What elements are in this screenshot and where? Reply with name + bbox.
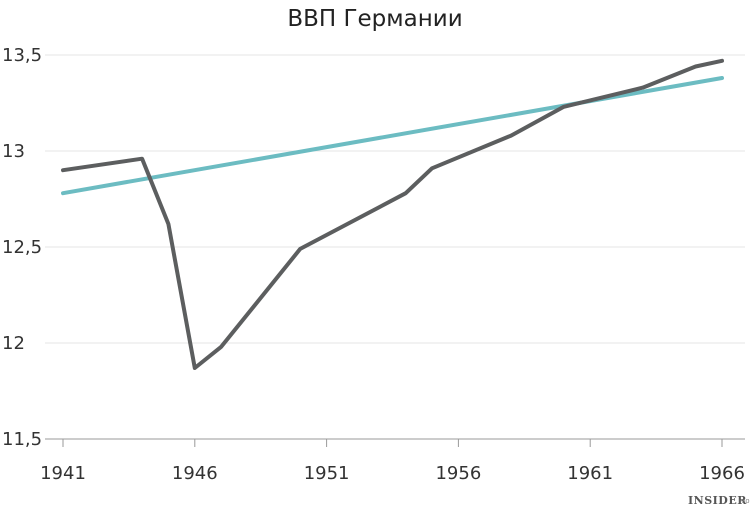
- x-tick-label: 1961: [567, 463, 613, 484]
- watermark-subtext: PRO: [739, 499, 749, 505]
- x-tick-label: 1951: [304, 463, 350, 484]
- series-group: [61, 58, 724, 370]
- x-axis: 1941 1946 1951 1956 1961 1966: [40, 439, 745, 484]
- y-axis: 11,5 12 12,5 13 13,5: [2, 45, 42, 450]
- y-tick-label: 12,5: [2, 237, 42, 258]
- x-tick-label: 1941: [40, 463, 86, 484]
- x-tick-label: 1956: [435, 463, 481, 484]
- chart-title: ВВП Германии: [287, 6, 462, 32]
- watermark-logo: INSIDER PRO: [688, 494, 749, 507]
- x-tick-label: 1966: [699, 463, 745, 484]
- x-tick-label: 1946: [172, 463, 218, 484]
- series-line-trend: [61, 76, 724, 196]
- y-tick-label: 13,5: [2, 45, 42, 66]
- series-line-gdp: [61, 58, 724, 370]
- grid: [45, 54, 745, 440]
- watermark-text: INSIDER: [688, 494, 747, 507]
- y-tick-label: 13: [2, 141, 25, 162]
- y-tick-label: 11,5: [2, 429, 42, 450]
- y-tick-label: 12: [2, 333, 25, 354]
